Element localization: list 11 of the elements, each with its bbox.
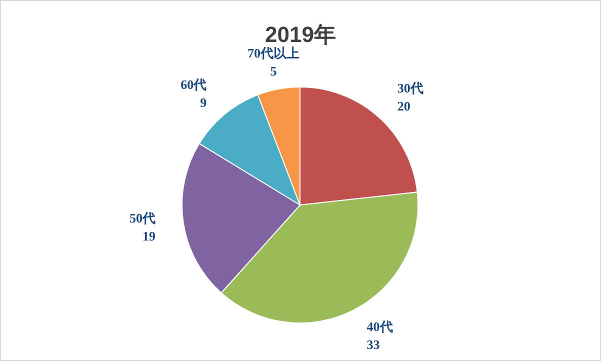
slice-label: 40代 (366, 318, 393, 334)
data-label: 20 (397, 98, 410, 114)
slice-label: 70代以上 (247, 45, 300, 60)
data-label: 9 (200, 94, 208, 110)
data-label: 33 (366, 336, 380, 352)
slice-label: 50代 (130, 210, 156, 226)
slice-label: 60代 (180, 76, 207, 92)
chart-title: 2019年 (265, 22, 336, 47)
slice-label: 30代 (397, 80, 424, 96)
data-label: 5 (270, 63, 278, 78)
data-label: 19 (142, 228, 156, 244)
